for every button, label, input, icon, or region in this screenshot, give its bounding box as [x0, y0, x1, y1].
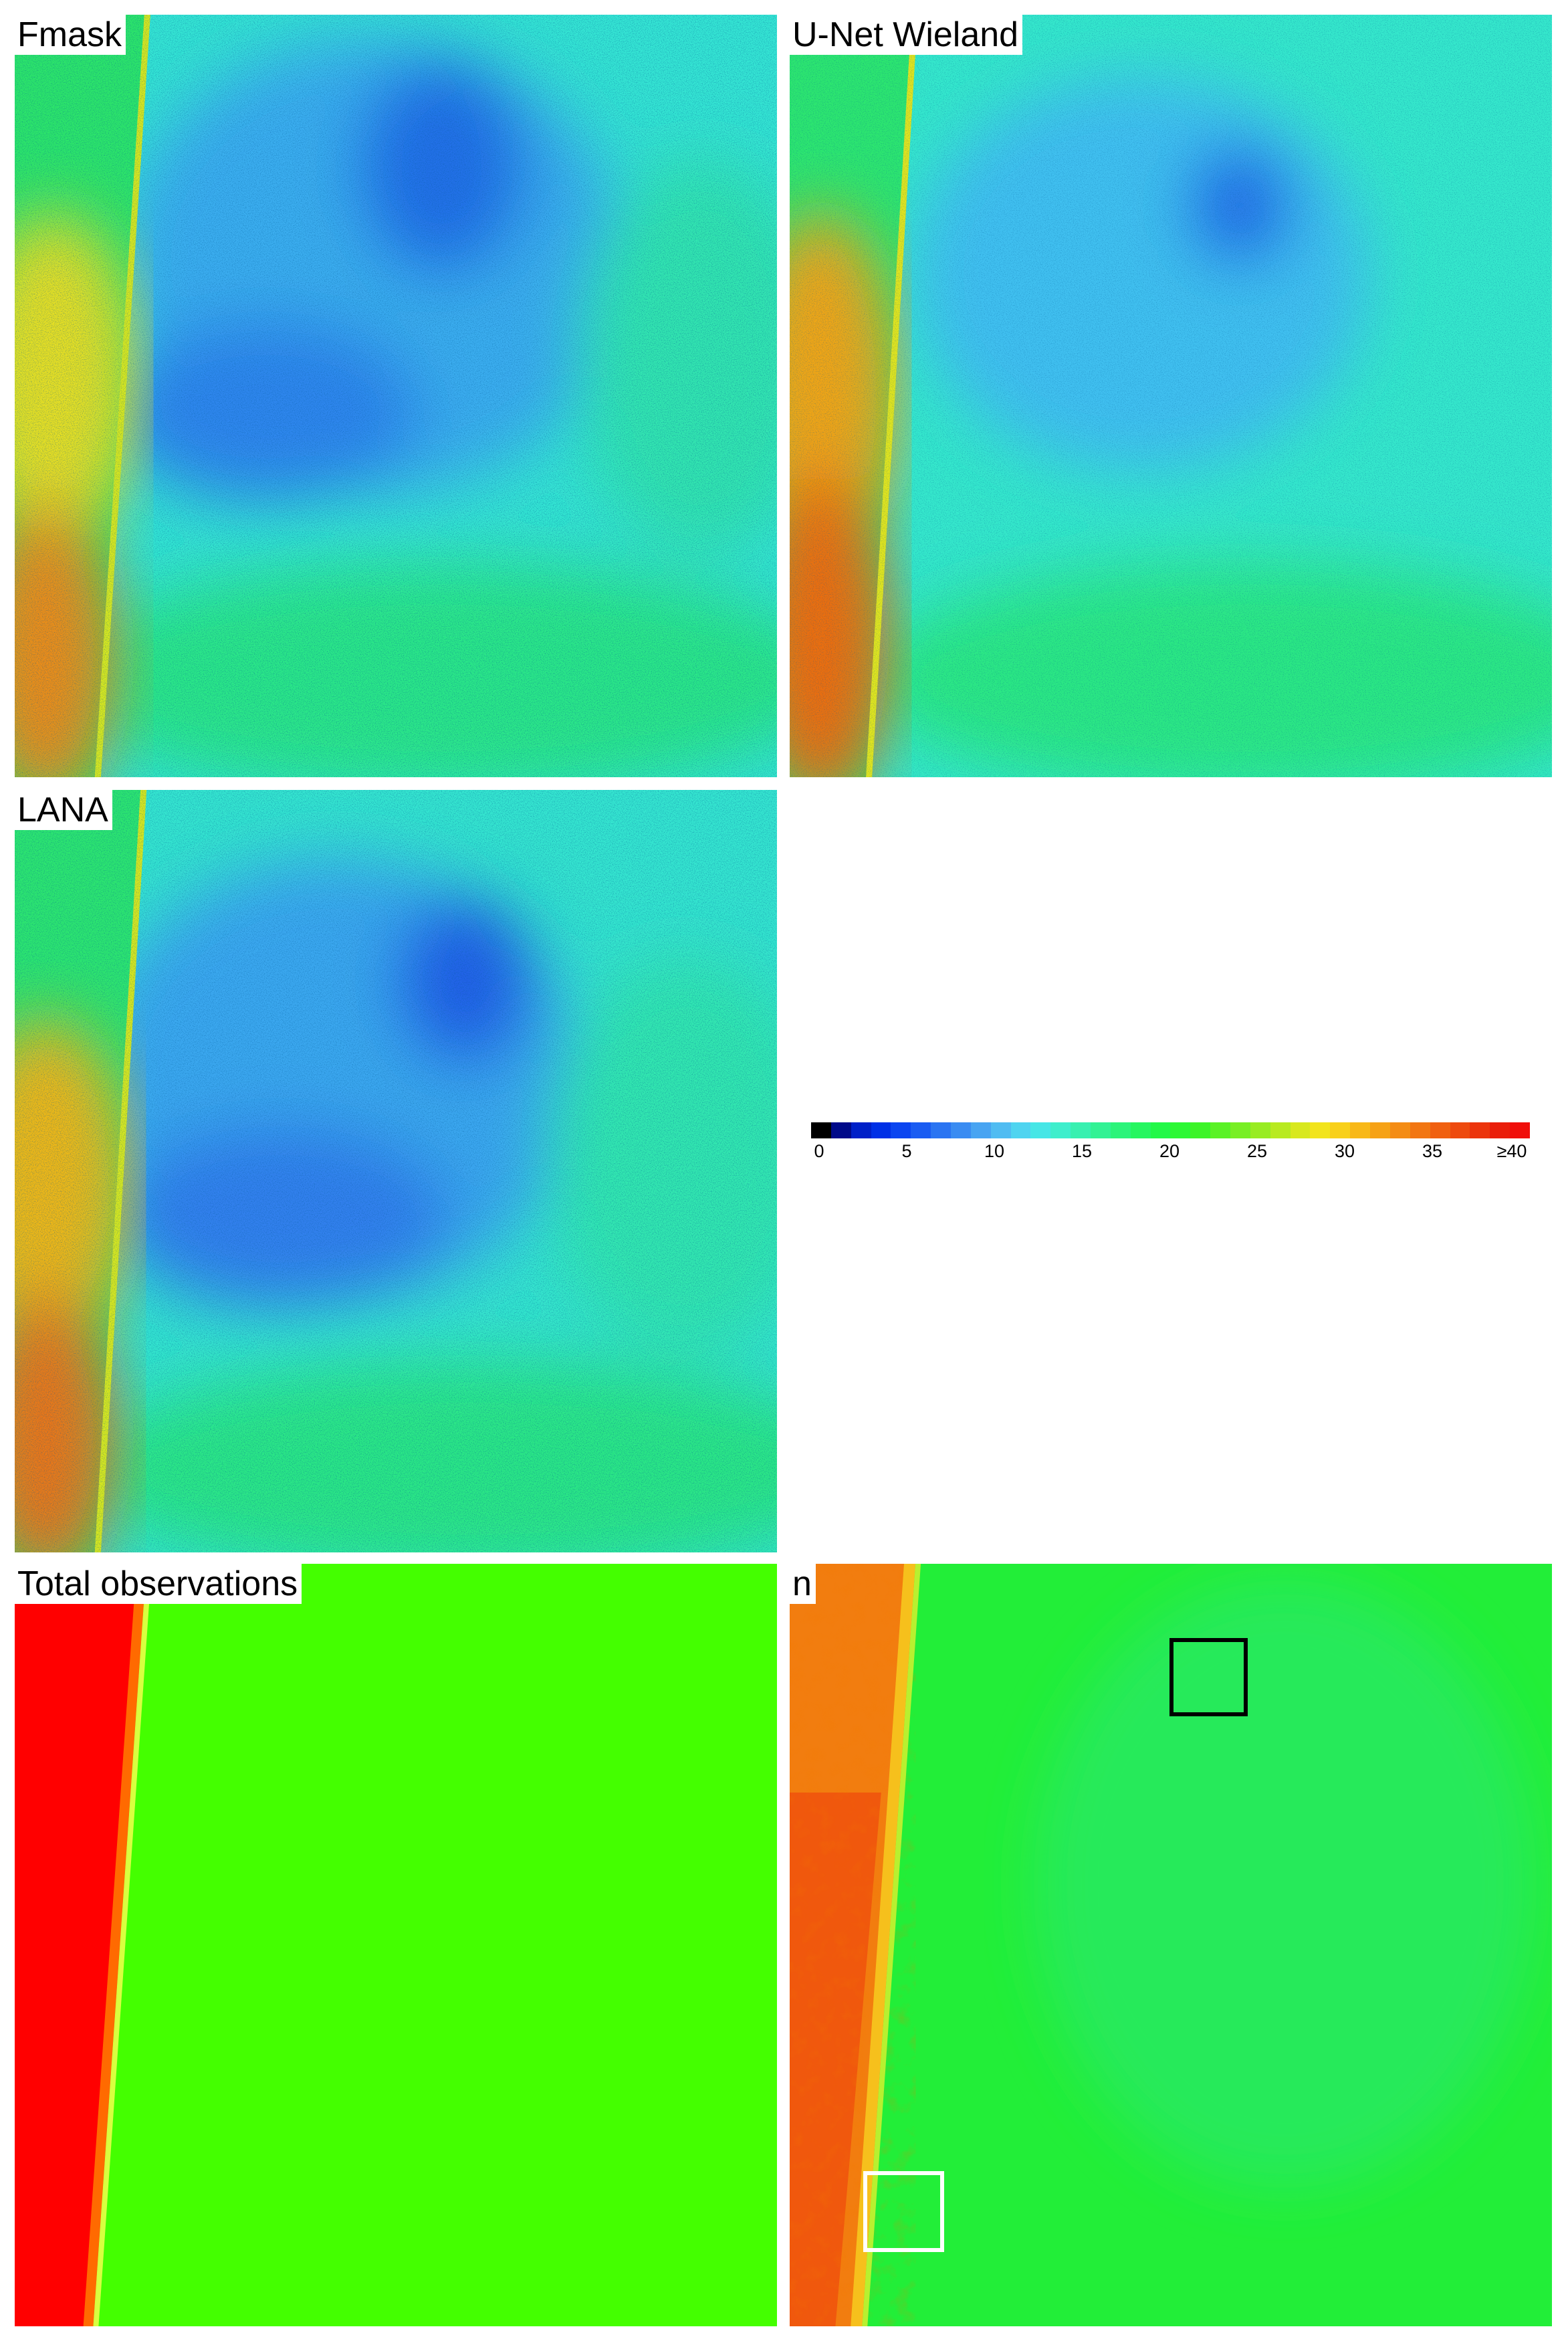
- total-observations-panel-label: Total observations: [15, 1564, 302, 1604]
- colorbar-swatch: [990, 1122, 1011, 1138]
- black-roi-box: [1169, 1638, 1248, 1716]
- colorbar-swatch: [871, 1122, 891, 1138]
- colorbar-swatch: [1150, 1122, 1171, 1138]
- colorbar-swatch: [1270, 1122, 1291, 1138]
- colorbar-swatch: [1091, 1122, 1111, 1138]
- colorbar-swatch: [1450, 1122, 1470, 1138]
- colorbar-swatch: [1490, 1122, 1510, 1138]
- colorbar-swatch: [891, 1122, 911, 1138]
- colorbar-swatch: [851, 1122, 871, 1138]
- colorbar-swatch: [911, 1122, 931, 1138]
- colorbar-swatch: [1470, 1122, 1490, 1138]
- fmask-map-image: [15, 15, 777, 777]
- colorbar-swatch: [830, 1122, 851, 1138]
- colorbar-swatch: [1110, 1122, 1131, 1138]
- lana-map-panel: LANA: [15, 790, 777, 1552]
- colorbar-swatch: [1210, 1122, 1231, 1138]
- colorbar-tick: 5: [901, 1141, 912, 1161]
- unet-wieland-panel-label: U-Net Wieland: [790, 15, 1023, 55]
- colorbar-swatch: [1030, 1122, 1051, 1138]
- colorbar-swatch: [1230, 1122, 1250, 1138]
- total-observations-map-panel: Total observations: [15, 1564, 777, 2326]
- colorbar-gradient: [811, 1122, 1530, 1138]
- white-roi-box: [863, 2171, 944, 2252]
- colorbar-swatch: [1410, 1122, 1430, 1138]
- colorbar-swatch: [1170, 1122, 1191, 1138]
- lana-panel-label: LANA: [15, 790, 112, 830]
- colorbar-swatch: [1330, 1122, 1351, 1138]
- colorbar-tick: 35: [1422, 1141, 1443, 1161]
- colorbar-swatch: [1310, 1122, 1331, 1138]
- lana-map-image: [15, 790, 777, 1552]
- colorbar-swatch: [1050, 1122, 1071, 1138]
- colorbar-swatch: [1430, 1122, 1450, 1138]
- colorbar-swatch: [811, 1122, 831, 1138]
- colorbar-swatch: [970, 1122, 991, 1138]
- colorbar-swatch: [951, 1122, 971, 1138]
- unet-wieland-map-image: [790, 15, 1552, 777]
- fmask-panel-label: Fmask: [15, 15, 126, 55]
- total-observations-map-image: [15, 1564, 777, 2326]
- unet-wieland-map-panel: U-Net Wieland: [790, 15, 1552, 777]
- colorbar-swatch: [1350, 1122, 1371, 1138]
- colorbar: 0 5 10 15 20 25 30 35 ≥40: [811, 1122, 1530, 1162]
- colorbar-tick: 15: [1071, 1141, 1093, 1161]
- colorbar-tick: 25: [1246, 1141, 1268, 1161]
- colorbar-swatch: [931, 1122, 951, 1138]
- colorbar-swatch: [1190, 1122, 1211, 1138]
- colorbar-swatch: [1290, 1122, 1311, 1138]
- colorbar-tick: 10: [984, 1141, 1005, 1161]
- n-map-image: [790, 1564, 1552, 2326]
- colorbar-tick: 20: [1159, 1141, 1180, 1161]
- colorbar-swatch: [1370, 1122, 1390, 1138]
- colorbar-swatch: [1510, 1122, 1530, 1138]
- fmask-map-panel: Fmask: [15, 15, 777, 777]
- colorbar-swatch: [1071, 1122, 1091, 1138]
- n-map-panel: n: [790, 1564, 1552, 2326]
- colorbar-swatch: [1389, 1122, 1410, 1138]
- colorbar-swatch: [1010, 1122, 1031, 1138]
- colorbar-tick: ≥40: [1496, 1141, 1527, 1161]
- colorbar-swatch: [1250, 1122, 1270, 1138]
- colorbar-tick: 0: [814, 1141, 824, 1161]
- colorbar-tick: 30: [1334, 1141, 1355, 1161]
- colorbar-swatch: [1130, 1122, 1151, 1138]
- n-panel-label: n: [790, 1564, 816, 1604]
